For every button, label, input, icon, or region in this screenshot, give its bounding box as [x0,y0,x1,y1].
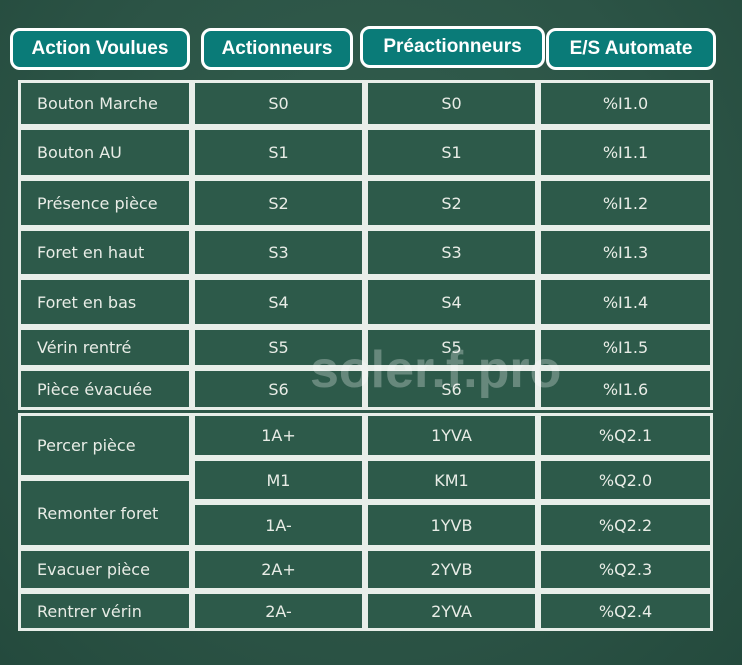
action-cell: Bouton Marche [18,80,192,127]
actionneur-cell: S2 [192,178,365,228]
es-cell: %Q2.3 [538,548,713,591]
es-cell: %I1.2 [538,178,713,228]
actionneur-cell: S4 [192,277,365,327]
preactionneur-cell: S0 [365,80,538,127]
actionneur-cell: 2A- [192,591,365,631]
actionneur-cell: M1 [192,458,365,502]
actionneur-cell: S3 [192,228,365,277]
preactionneur-cell: 2YVA [365,591,538,631]
action-cell: Foret en bas [18,277,192,327]
es-cell: %Q2.4 [538,591,713,631]
preactionneur-cell: KM1 [365,458,538,502]
action-cell: Rentrer vérin [18,591,192,631]
preactionneur-cell: S4 [365,277,538,327]
actionneur-cell: 2A+ [192,548,365,591]
preactionneur-cell: 1YVA [365,413,538,458]
preactionneur-cell: 1YVB [365,502,538,548]
header-actionneurs: Actionneurs [201,28,353,70]
action-cell: Percer pièce [18,413,192,478]
actionneur-cell: S6 [192,368,365,410]
actionneur-cell: 1A- [192,502,365,548]
header-es-automate: E/S Automate [546,28,716,70]
preactionneur-cell: 2YVB [365,548,538,591]
es-cell: %I1.4 [538,277,713,327]
preactionneur-cell: S6 [365,368,538,410]
es-cell: %I1.5 [538,327,713,368]
action-cell: Présence pièce [18,178,192,228]
header-preactionneurs: Préactionneurs [360,26,545,68]
es-cell: %I1.1 [538,127,713,178]
action-cell: Evacuer pièce [18,548,192,591]
action-cell: Vérin rentré [18,327,192,368]
preactionneur-cell: S5 [365,327,538,368]
actionneur-cell: 1A+ [192,413,365,458]
actionneur-cell: S5 [192,327,365,368]
es-cell: %I1.0 [538,80,713,127]
action-cell: Foret en haut [18,228,192,277]
es-cell: %I1.3 [538,228,713,277]
preactionneur-cell: S3 [365,228,538,277]
preactionneur-cell: S1 [365,127,538,178]
action-cell: Bouton AU [18,127,192,178]
header-action-voulues: Action Voulues [10,28,190,70]
es-cell: %Q2.0 [538,458,713,502]
es-cell: %Q2.1 [538,413,713,458]
preactionneur-cell: S2 [365,178,538,228]
actionneur-cell: S1 [192,127,365,178]
es-cell: %I1.6 [538,368,713,410]
action-cell: Remonter foret [18,478,192,548]
action-cell: Pièce évacuée [18,368,192,410]
actionneur-cell: S0 [192,80,365,127]
es-cell: %Q2.2 [538,502,713,548]
